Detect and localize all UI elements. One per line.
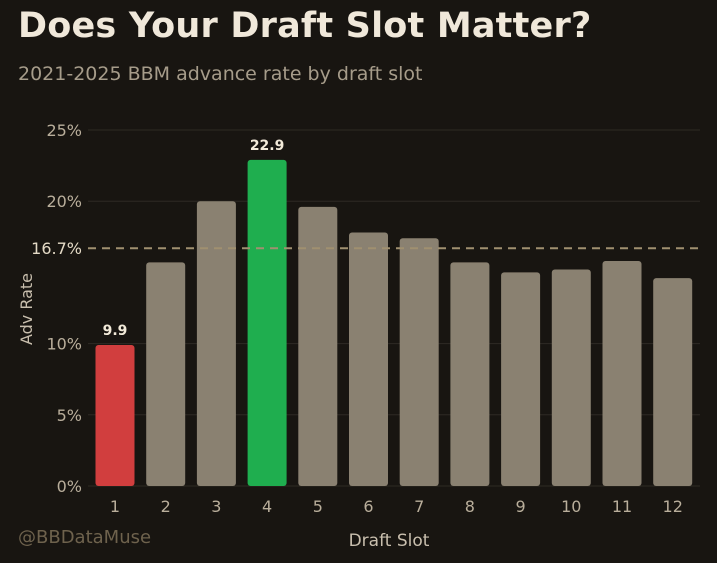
x-tick-label: 4 (262, 497, 272, 516)
x-tick-label: 7 (414, 497, 424, 516)
bar-slot-7 (399, 238, 439, 486)
y-tick-label: 5% (57, 406, 82, 425)
x-tick-label: 11 (612, 497, 632, 516)
bar-slot-1 (95, 345, 135, 486)
bar-slot-3 (196, 201, 236, 486)
watermark: @BBDataMuse (18, 527, 152, 548)
bars (95, 159, 693, 487)
bar-slot-10 (551, 269, 591, 486)
bar-slot-4 (247, 159, 287, 487)
bar-slot-8 (450, 262, 490, 486)
y-tick-label: 20% (46, 192, 82, 211)
bar-slot-2 (146, 262, 186, 486)
bar-slot-9 (501, 272, 541, 486)
x-tick-label: 5 (313, 497, 323, 516)
bar-slot-5 (298, 206, 338, 486)
reference-line-group: 16.7% (31, 239, 700, 258)
data-label-slot-1: 9.9 (103, 323, 128, 339)
x-tick-label: 12 (663, 497, 683, 516)
x-tick-label: 6 (363, 497, 373, 516)
y-tick-label: 0% (57, 477, 82, 496)
x-tick-label: 9 (516, 497, 526, 516)
bar-slot-6 (349, 232, 388, 486)
y-axis-ticks: 0% 5% 10% 20% 25% (46, 121, 82, 496)
chart-title: Does Your Draft Slot Matter? (18, 6, 592, 46)
y-axis-label: Adv Rate (17, 273, 36, 345)
bar-slot-12 (653, 278, 693, 486)
x-axis-ticks: 1 2 3 4 5 6 7 8 9 10 11 12 (110, 497, 683, 516)
y-tick-label: 10% (46, 335, 82, 354)
data-labels: 9.9 22.9 (103, 138, 285, 339)
x-axis-label: Draft Slot (349, 531, 430, 551)
chart-subtitle: 2021-2025 BBM advance rate by draft slot (18, 63, 423, 85)
y-tick-label: 25% (46, 121, 82, 140)
x-tick-label: 8 (465, 497, 475, 516)
x-tick-label: 10 (561, 497, 581, 516)
x-tick-label: 2 (161, 497, 171, 516)
x-tick-label: 3 (211, 497, 221, 516)
grid-lines (88, 129, 700, 487)
reference-line-label: 16.7% (31, 239, 82, 258)
x-tick-label: 1 (110, 497, 120, 516)
data-label-slot-4: 22.9 (250, 138, 285, 154)
bar-slot-11 (602, 261, 642, 486)
